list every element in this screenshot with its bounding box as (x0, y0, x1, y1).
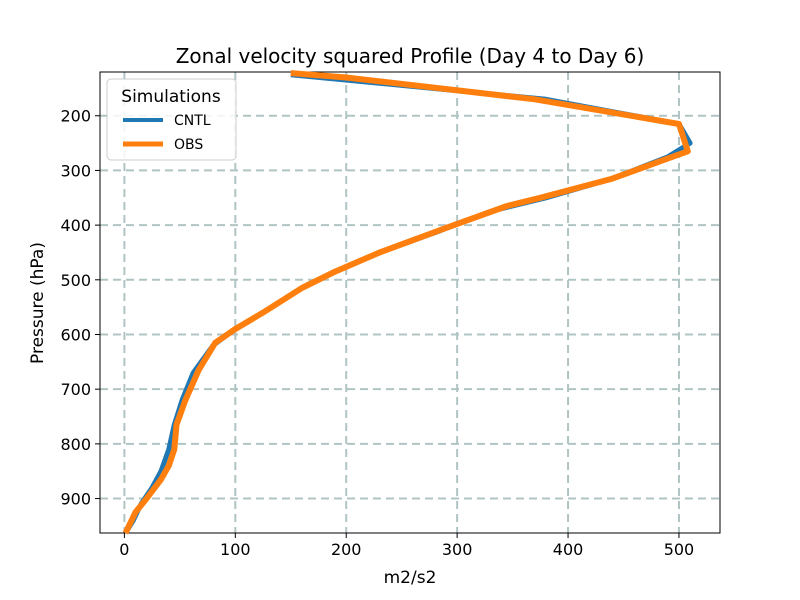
y-tick-label: 400 (60, 216, 91, 235)
x-tick-label: 300 (442, 540, 473, 559)
y-tick-label: 500 (60, 271, 91, 290)
legend-label-obs: OBS (174, 137, 203, 153)
y-tick-label: 300 (60, 161, 91, 180)
y-tick-label: 900 (60, 490, 91, 509)
y-axis-title: Pressure (hPa) (28, 242, 48, 364)
x-axis-title: m2/s2 (384, 568, 437, 588)
y-tick-label: 600 (60, 325, 91, 344)
x-tick-label: 500 (664, 540, 695, 559)
x-tick-label: 0 (119, 540, 129, 559)
x-tick-label: 100 (220, 540, 251, 559)
legend: Simulations CNTL OBS (106, 78, 237, 161)
legend-box (106, 78, 237, 161)
y-tick-label: 200 (60, 107, 91, 126)
grid-layer (100, 72, 720, 533)
series-line-obs (122, 70, 691, 535)
plot-frame (99, 71, 721, 534)
ticks-layer: 0 100 200 300 400 500 200 300 400 500 600 700 800 900 (60, 107, 694, 559)
chart-title: Zonal velocity squared Profile (Day 4 to… (176, 44, 645, 68)
legend-title: Simulations (121, 87, 221, 107)
x-tick-label: 400 (553, 540, 584, 559)
legend-label-cntl: CNTL (174, 113, 211, 129)
series-layer (122, 70, 693, 535)
x-tick-label: 200 (331, 540, 362, 559)
y-tick-label: 700 (60, 380, 91, 399)
y-tick-label: 800 (60, 435, 91, 454)
